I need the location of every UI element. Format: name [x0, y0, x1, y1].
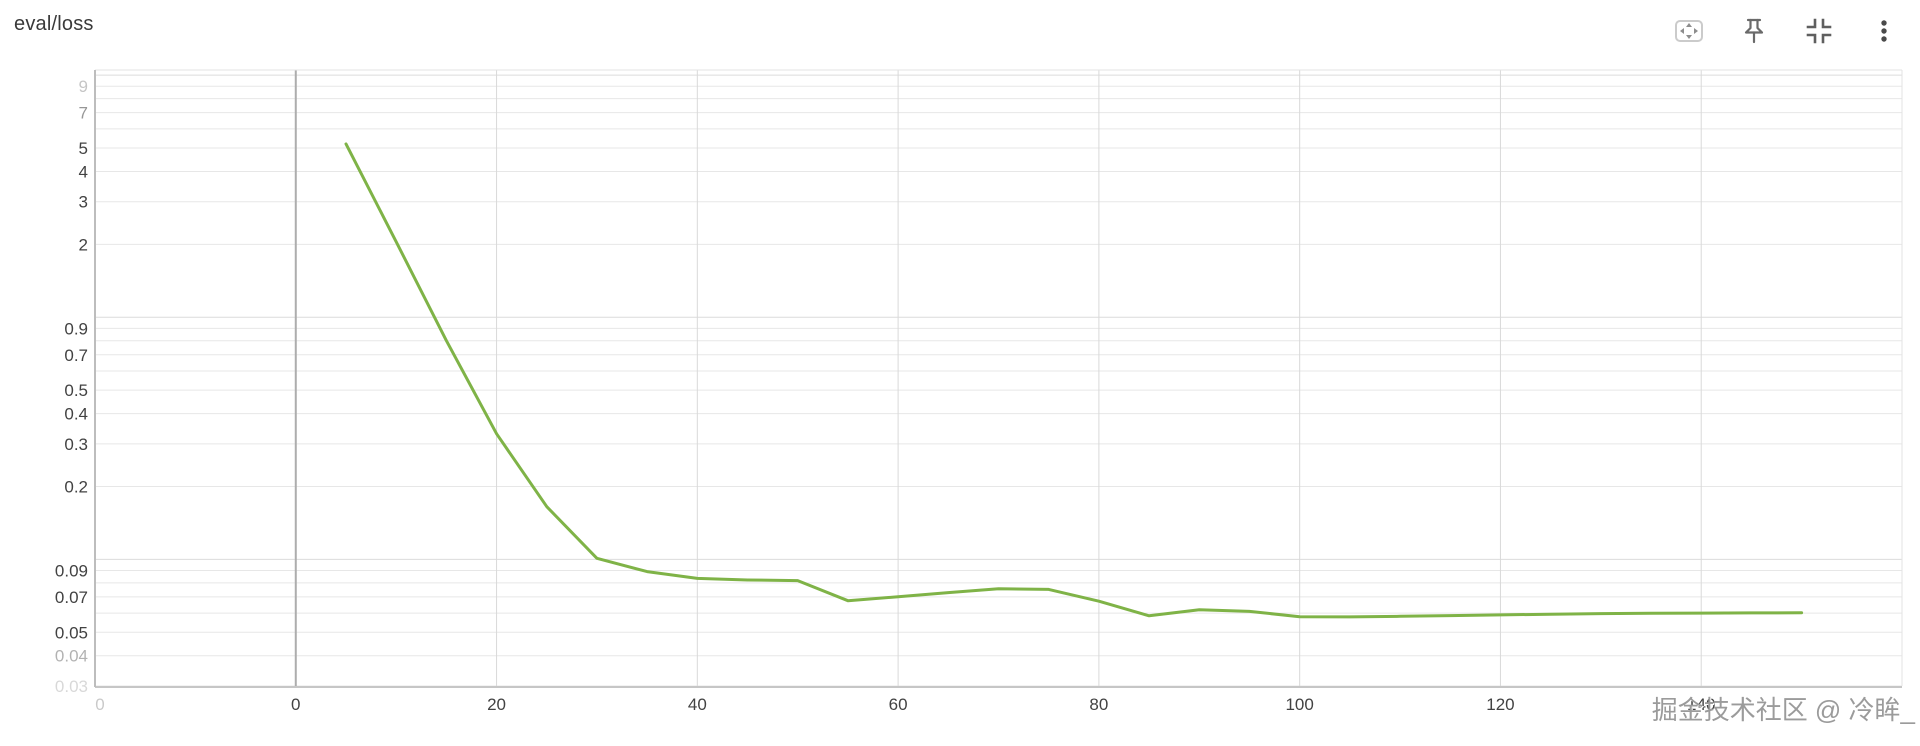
y-tick-label: 0.2 — [64, 478, 88, 497]
y-tick-label: 7 — [79, 104, 88, 123]
x-tick-label: 20 — [487, 695, 506, 714]
y-tick-label: 5 — [79, 139, 88, 158]
fit-view-button[interactable] — [1673, 15, 1705, 47]
x-tick-label: 100 — [1285, 695, 1313, 714]
y-tick-label: 0.5 — [64, 381, 88, 400]
x-tick-label: 60 — [889, 695, 908, 714]
watermark: 掘金技术社区 @ 冷眸_ — [1651, 695, 1915, 725]
y-tick-label: 0.03 — [55, 677, 88, 696]
x-tick-label: 40 — [688, 695, 707, 714]
x-tick-label-ghost: 0 — [95, 695, 104, 714]
pin-icon — [1744, 18, 1764, 44]
y-tick-label: 0.05 — [55, 623, 88, 642]
y-tick-label: 2 — [79, 235, 88, 254]
y-tick-label: 0.4 — [64, 405, 88, 424]
y-tick-label: 0.04 — [55, 647, 88, 666]
loss-curve[interactable] — [344, 142, 1804, 619]
x-tick-label: 80 — [1089, 695, 1108, 714]
panel-toolbar — [1673, 15, 1900, 47]
kebab-menu-button[interactable] — [1868, 15, 1900, 47]
pin-button[interactable] — [1738, 15, 1770, 47]
collapse-panel-button[interactable] — [1803, 15, 1835, 47]
y-tick-label: 0.7 — [64, 346, 88, 365]
panel-title: eval/loss — [14, 13, 94, 35]
y-tick-label: 3 — [79, 193, 88, 212]
y-tick-label: 4 — [79, 162, 88, 181]
collapse-panel-icon — [1806, 18, 1832, 44]
y-tick-label: 0.3 — [64, 435, 88, 454]
y-tick-label: 0.09 — [55, 561, 88, 580]
y-tick-label: 0.07 — [55, 588, 88, 607]
fit-view-icon — [1675, 20, 1703, 42]
x-tick-label: 0 — [291, 695, 300, 714]
x-tick-label: 140 — [1687, 695, 1715, 714]
x-tick-label: 120 — [1486, 695, 1514, 714]
kebab-menu-icon — [1881, 20, 1887, 42]
y-tick-label: 0.9 — [64, 319, 88, 338]
y-tick-label: 9 — [79, 77, 88, 96]
